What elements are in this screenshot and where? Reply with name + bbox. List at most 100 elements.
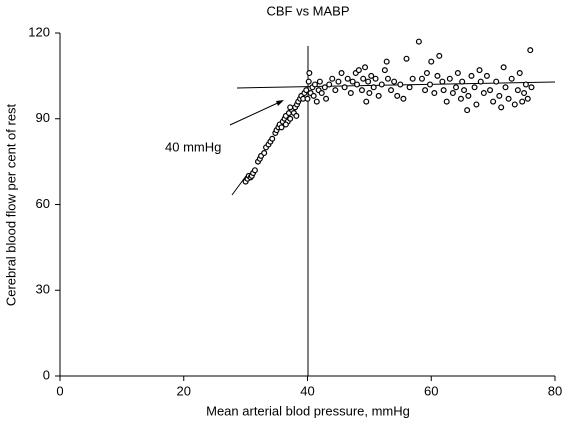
point — [383, 58, 390, 65]
point — [332, 87, 339, 94]
point — [349, 78, 356, 85]
point — [508, 75, 515, 82]
point — [522, 81, 529, 88]
x-tick-label: 60 — [424, 383, 438, 398]
point — [453, 84, 460, 91]
point — [471, 84, 478, 91]
point — [502, 84, 509, 91]
point — [316, 78, 323, 85]
point — [521, 90, 528, 97]
point — [493, 78, 500, 85]
point — [519, 98, 526, 105]
point — [282, 121, 289, 128]
point — [310, 92, 317, 99]
point — [423, 70, 430, 77]
point — [287, 115, 294, 122]
point — [355, 67, 362, 74]
point — [261, 150, 268, 157]
point — [434, 72, 441, 79]
point — [439, 78, 446, 85]
reference-line — [236, 81, 556, 89]
point — [313, 98, 320, 105]
annotation-arrow — [229, 100, 283, 126]
point — [476, 67, 483, 74]
point — [341, 84, 348, 91]
point — [406, 84, 413, 91]
point — [362, 64, 369, 71]
point — [459, 78, 466, 85]
point — [440, 87, 447, 94]
point — [473, 101, 480, 108]
point — [394, 92, 401, 99]
point — [446, 75, 453, 82]
point — [372, 75, 379, 82]
point — [498, 104, 505, 111]
point — [305, 78, 312, 85]
point — [524, 95, 531, 102]
point — [449, 90, 456, 97]
y-tick-label: 60 — [36, 196, 50, 211]
point — [338, 70, 345, 77]
reference-line — [231, 175, 247, 196]
point — [415, 38, 422, 45]
y-tick-label: 0 — [43, 367, 50, 382]
point — [483, 72, 490, 79]
point — [443, 98, 450, 105]
point — [363, 98, 370, 105]
point — [409, 75, 416, 82]
point — [461, 87, 468, 94]
point — [368, 72, 375, 79]
point — [514, 87, 521, 94]
point — [465, 92, 472, 99]
point — [428, 58, 435, 65]
point — [326, 81, 333, 88]
point — [422, 87, 429, 94]
point — [527, 47, 534, 54]
point — [431, 90, 438, 97]
point — [323, 95, 330, 102]
point — [251, 167, 258, 174]
point — [278, 124, 285, 131]
point — [360, 75, 367, 82]
point — [397, 81, 404, 88]
point — [335, 78, 342, 85]
point — [454, 70, 461, 77]
point — [468, 72, 475, 79]
point — [496, 92, 503, 99]
point — [347, 90, 354, 97]
point — [391, 78, 398, 85]
x-tick-label: 20 — [177, 383, 191, 398]
point — [384, 75, 391, 82]
point — [500, 64, 507, 71]
point — [375, 92, 382, 99]
point — [303, 87, 310, 94]
point — [366, 90, 373, 97]
point — [318, 90, 325, 97]
arrow-head — [276, 100, 284, 106]
x-tick-label: 40 — [300, 383, 314, 398]
point — [344, 75, 351, 82]
point — [365, 78, 372, 85]
point — [528, 84, 535, 91]
point — [511, 101, 518, 108]
point — [403, 55, 410, 62]
point — [388, 87, 395, 94]
point — [329, 75, 336, 82]
point — [457, 95, 464, 102]
point — [418, 75, 425, 82]
x-tick-label: 80 — [548, 383, 562, 398]
point — [480, 90, 487, 97]
x-tick-label: 0 — [56, 383, 63, 398]
x-axis-label: Mean arterial blod pressure, mmHg — [206, 403, 410, 418]
point — [306, 70, 313, 77]
point — [269, 135, 276, 142]
point — [321, 84, 328, 91]
point — [378, 81, 385, 88]
y-tick-label: 90 — [36, 110, 50, 125]
y-axis-label: Cerebral blood flow per cent of rest — [3, 103, 18, 306]
point — [370, 84, 377, 91]
point — [293, 112, 300, 119]
point — [490, 98, 497, 105]
point — [400, 95, 407, 102]
